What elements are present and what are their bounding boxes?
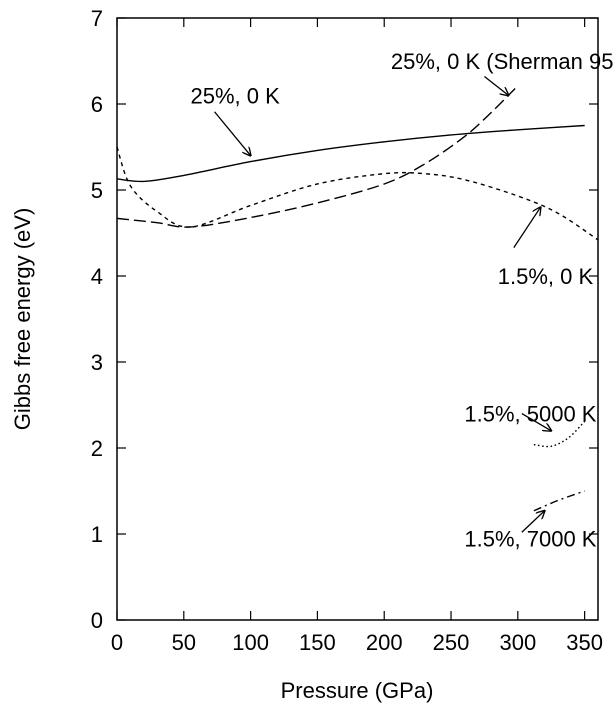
y-tick-label: 1: [91, 522, 103, 547]
y-tick-label: 4: [91, 264, 103, 289]
annotation-label: 25%, 0 K: [190, 83, 280, 108]
plot-frame: [116, 17, 599, 621]
x-tick-label: 100: [232, 630, 269, 655]
x-tick-label: 300: [499, 630, 536, 655]
annotation-arrow: [521, 413, 551, 431]
annotation-label: 1.5%, 7000 K: [464, 526, 596, 551]
annotation-arrow: [484, 75, 508, 95]
y-tick-label: 2: [91, 436, 103, 461]
x-tick-label: 200: [366, 630, 403, 655]
y-tick-label: 3: [91, 350, 103, 375]
x-tick-label: 250: [433, 630, 470, 655]
series-line-1-5-0-k: [116, 146, 599, 241]
annotation-label: 25%, 0 K (Sherman 95): [391, 49, 613, 74]
y-tick-label: 6: [91, 92, 103, 117]
annotation-label: 1.5%, 0 K: [498, 264, 594, 289]
annotation-arrow: [214, 111, 251, 156]
series-line-25-0-k-sherman-95: [116, 88, 516, 228]
x-tick-label: 50: [172, 630, 196, 655]
y-tick-label: 0: [91, 608, 103, 633]
series-line-25-0-k: [116, 124, 585, 183]
x-tick-label: 0: [111, 630, 123, 655]
y-tick-label: 5: [91, 178, 103, 203]
y-tick-label: 7: [91, 6, 103, 31]
y-axis-label: Gibbs free energy (eV): [10, 208, 35, 431]
x-tick-label: 350: [566, 630, 603, 655]
x-axis-label: Pressure (GPa): [281, 678, 434, 703]
series-line-1-5-7000-k: [533, 490, 585, 512]
x-tick-label: 150: [299, 630, 336, 655]
annotation-label: 1.5%, 5000 K: [464, 402, 596, 427]
annotation-arrow: [513, 207, 541, 248]
annotation-arrow: [521, 511, 545, 533]
